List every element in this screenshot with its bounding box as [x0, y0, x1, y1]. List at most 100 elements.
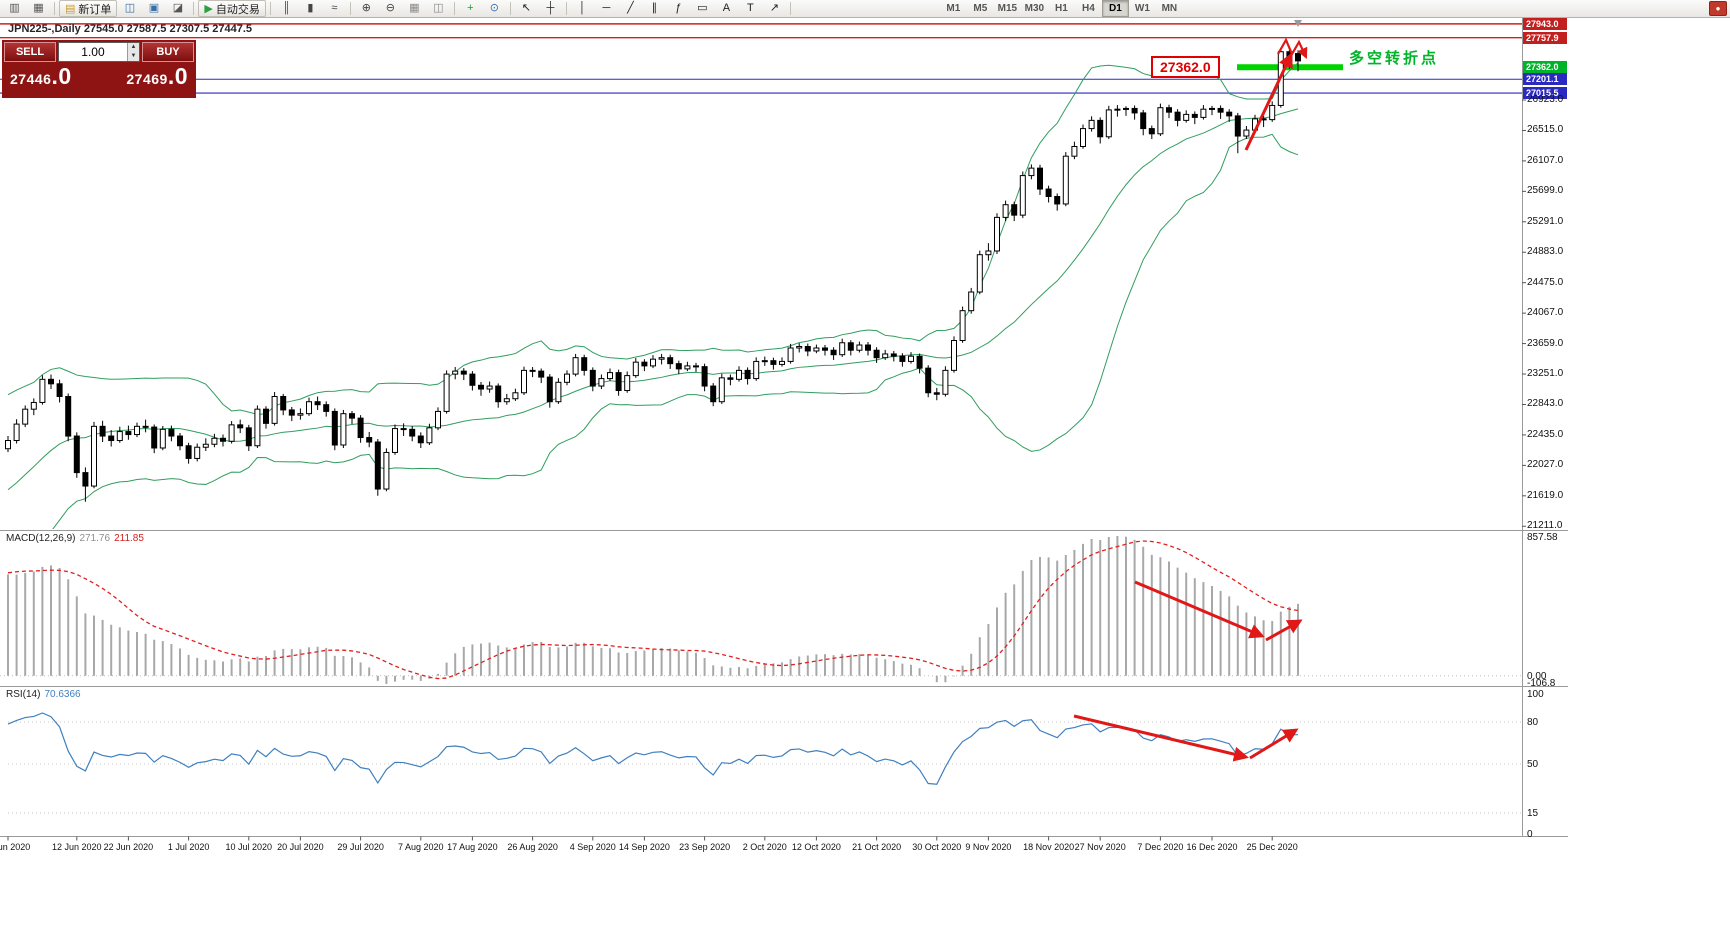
macd-name: MACD(12,26,9) — [6, 533, 76, 544]
timeframe-m30[interactable]: M30 — [1024, 3, 1045, 14]
volume-spinner: ▲ ▼ — [126, 43, 139, 61]
peak-squiggle-arrow[interactable] — [1277, 37, 1308, 59]
timeframe-d1[interactable]: D1 — [1101, 0, 1129, 17]
date-axis-label: 10 Jul 2020 — [225, 842, 273, 852]
zoom-out-icon[interactable]: ⊖ — [385, 2, 395, 14]
volume-down-arrow[interactable]: ▼ — [127, 52, 139, 61]
cursor-icon[interactable]: ↖ — [521, 2, 531, 14]
shapes-icon[interactable]: ▭ — [697, 2, 708, 14]
price-scale-label: 23659.0 — [1527, 337, 1564, 349]
bar-chart-type-icon[interactable]: ║ — [282, 2, 291, 14]
macd-scale-zero: 0.00 — [1527, 670, 1547, 682]
buy-button[interactable]: BUY — [142, 42, 194, 62]
volume-input[interactable] — [59, 43, 127, 61]
vertical-line-icon[interactable]: │ — [578, 2, 586, 14]
macd-indicator-label: MACD(12,26,9) 271.76 211.85 — [6, 533, 144, 544]
pivot-highlight-line[interactable] — [1237, 64, 1343, 71]
trendline-icon[interactable]: ╱ — [627, 2, 634, 14]
trend-arrow[interactable] — [1134, 580, 1265, 639]
date-axis-label: 16 Dec 2020 — [1186, 842, 1238, 852]
toolbar-separator — [789, 2, 791, 15]
chart-shift-marker[interactable] — [1294, 20, 1302, 27]
autotrading-button[interactable]: ▶ 自动交易 — [198, 0, 266, 17]
date-axis-label: 14 Sep 2020 — [618, 842, 670, 852]
rsi-level-0: 0 — [1527, 829, 1533, 840]
arrows-tool-icon[interactable]: ↗ — [769, 2, 779, 14]
date-axis-label: 12 Oct 2020 — [791, 842, 841, 852]
trend-arrow[interactable] — [1265, 619, 1303, 642]
toolbar-separator — [54, 2, 55, 15]
trend-arrow[interactable] — [1073, 714, 1249, 762]
line-chart-type-icon[interactable]: ≈ — [331, 2, 338, 14]
price-level-callout[interactable]: 27362.0 — [1151, 56, 1220, 78]
chart-profiles-icon[interactable]: ▦ — [33, 2, 44, 14]
data-window-icon[interactable]: ▣ — [148, 2, 160, 14]
text-icon[interactable]: A — [722, 2, 731, 14]
date-axis-label: 21 Oct 2020 — [852, 842, 902, 852]
macd-signal-line — [7, 540, 1299, 680]
date-axis-label: 2 Jun 2020 — [0, 842, 31, 852]
terminal-icon[interactable]: ◪ — [172, 2, 184, 14]
date-axis-label: 20 Jul 2020 — [277, 842, 324, 852]
horizontal-line-icon[interactable]: ─ — [602, 2, 611, 14]
date-axis-label: 17 Aug 2020 — [447, 842, 498, 852]
alerts-icon[interactable]: ● — [1709, 1, 1727, 16]
timeframe-h1[interactable]: H1 — [1054, 3, 1068, 14]
macd-scale-max: 857.58 — [1527, 532, 1558, 543]
price-scale-label: 26107.0 — [1527, 154, 1564, 166]
turning-point-label[interactable]: 多空转折点 — [1349, 50, 1440, 67]
rsi-level-50: 50 — [1527, 759, 1539, 770]
macd-scale-min: -106.8 — [1527, 678, 1556, 689]
toolbar-separator — [269, 2, 271, 15]
date-axis-label: 9 Nov 2020 — [965, 842, 1012, 852]
new-chart-icon[interactable]: ▥ — [9, 2, 20, 14]
timeframe-w1[interactable]: W1 — [1134, 3, 1150, 14]
candlesticks — [5, 47, 1301, 502]
period-clock-icon[interactable]: ⊙ — [489, 2, 499, 14]
date-axis-label: 29 Jul 2020 — [337, 842, 384, 852]
grid-icon[interactable]: ▦ — [409, 2, 420, 14]
tile-windows-icon[interactable]: ◫ — [433, 2, 444, 14]
autotrading-icon: ▶ — [204, 3, 213, 15]
date-axis-label: 30 Oct 2020 — [912, 842, 962, 852]
date-axis-label: 27 Nov 2020 — [1074, 842, 1126, 852]
toolbar: ▥ ▦ ▤ 新订单 ◫ ▣ ◪ ▶ 自动交易 ║ ▮ ≈ ⊕ ⊖ ▦ ◫ + ⊙ ↖ ┼ │ ─ ╱ ∥ ƒ ▭ A T ↗ M1 M5 M1… — [0, 0, 1730, 18]
price-marker-resistance-1: 27943.0 — [1523, 18, 1567, 30]
candlestick-chart-type-icon[interactable]: ▮ — [307, 2, 314, 14]
trend-arrow[interactable] — [1244, 52, 1293, 151]
date-axis-label: 1 Jul 2020 — [167, 842, 210, 852]
channel-icon[interactable]: ∥ — [651, 2, 658, 14]
price-marker-support-2: 27015.5 — [1523, 87, 1567, 100]
toolbar-separator — [565, 2, 567, 15]
trend-arrow[interactable] — [1249, 728, 1299, 760]
sell-button[interactable]: SELL — [4, 42, 56, 62]
price-marker-resistance-2: 27757.9 — [1523, 31, 1567, 44]
timeframe-m15[interactable]: M15 — [997, 3, 1018, 14]
indicators-add-icon[interactable]: + — [467, 2, 474, 14]
main-chart[interactable] — [0, 18, 1568, 859]
text-label-icon[interactable]: T — [747, 2, 754, 14]
toolbar-separator — [509, 2, 511, 15]
macd-histogram — [7, 536, 1299, 684]
price-scale-label: 22435.0 — [1527, 428, 1564, 440]
timeframe-m5[interactable]: M5 — [973, 3, 988, 14]
crosshair-icon[interactable]: ┼ — [546, 2, 555, 14]
new-order-button[interactable]: ▤ 新订单 — [59, 0, 118, 17]
rsi-indicator-label: RSI(14) 70.6366 — [6, 689, 81, 700]
timeframe-m1[interactable]: M1 — [946, 3, 961, 14]
market-watch-icon[interactable]: ◫ — [124, 2, 136, 14]
price-marker-support-1: 27201.1 — [1523, 73, 1567, 86]
chart-window[interactable]: JPN225-,Daily 27545.0 27587.5 27307.5 27… — [0, 18, 1568, 859]
price-scale-label: 24067.0 — [1527, 307, 1564, 319]
date-axis-label: 22 Jun 2020 — [103, 842, 154, 852]
volume-up-arrow[interactable]: ▲ — [127, 43, 139, 52]
timeframe-h4[interactable]: H4 — [1081, 3, 1095, 14]
timeframe-group: M1 M5 M15 M30 H1 H4 D1 W1 MN — [940, 0, 1183, 17]
price-scale-label: 24883.0 — [1527, 246, 1564, 258]
timeframe-mn[interactable]: MN — [1161, 3, 1178, 14]
rsi-level-15: 15 — [1527, 808, 1539, 819]
fibonacci-icon[interactable]: ƒ — [675, 2, 682, 14]
one-click-trading-panel: SELL ▲ ▼ BUY 27446.0 27469.0 — [2, 40, 196, 98]
zoom-in-icon[interactable]: ⊕ — [361, 2, 371, 14]
price-marker-pivot: 27362.0 — [1523, 61, 1567, 74]
